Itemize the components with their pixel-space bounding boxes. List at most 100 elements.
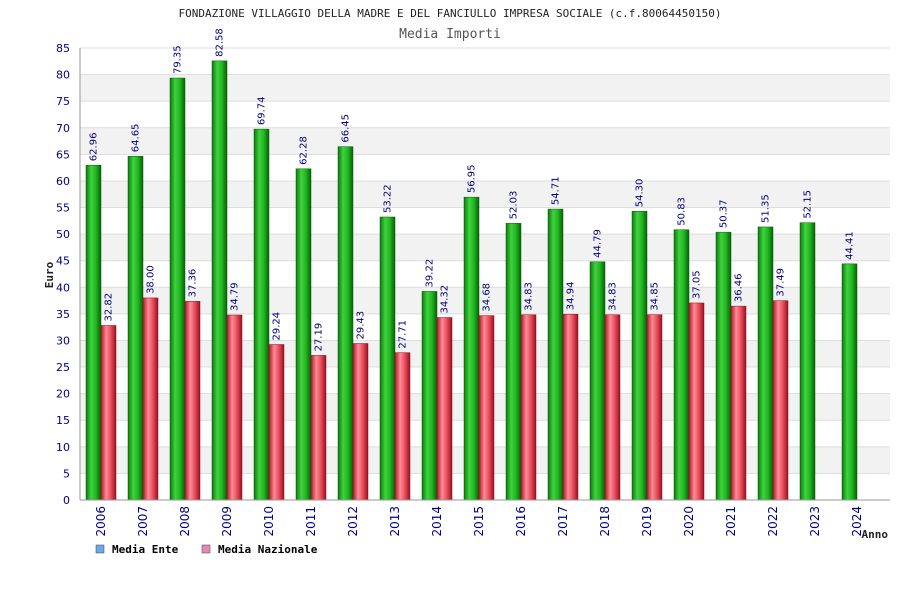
bar-media-ente	[337, 146, 354, 501]
y-axis-label: Euro	[43, 261, 56, 288]
x-tick-label: 2020	[682, 506, 696, 537]
bar-media-ente	[85, 164, 102, 501]
bar-media-ente	[547, 208, 564, 501]
bar-media-nazionale	[520, 314, 537, 501]
y-tick-label: 70	[56, 122, 70, 135]
x-tick-label: 2018	[598, 506, 612, 537]
data-label: 39.22	[425, 259, 436, 288]
bar-media-ente	[421, 291, 438, 501]
data-label: 52.03	[509, 191, 520, 220]
bar-media-nazionale	[562, 313, 579, 501]
bar-media-ente	[841, 263, 858, 501]
x-tick-label: 2023	[808, 506, 822, 537]
y-axis-ticks: 0 5 10 15 20 25 30 35 40 45 50 55 60 65 70 75 80 85	[56, 42, 70, 507]
data-label: 44.79	[593, 229, 604, 258]
y-tick-label: 35	[56, 308, 70, 321]
bar-media-ente	[799, 222, 816, 501]
chart-subtitle: Media Importi	[399, 27, 501, 42]
data-label: 34.32	[440, 285, 451, 314]
data-label: 56.95	[467, 165, 478, 194]
bar-media-ente	[631, 211, 648, 501]
x-tick-label: 2010	[262, 506, 276, 537]
y-tick-label: 65	[56, 148, 70, 161]
legend: Media Ente Media Nazionale	[95, 543, 318, 556]
x-tick-label: 2017	[556, 506, 570, 537]
y-tick-label: 5	[63, 467, 70, 480]
x-tick-label: 2008	[178, 506, 192, 537]
bar-media-ente	[169, 77, 186, 501]
data-label: 62.28	[299, 136, 310, 165]
legend-swatch	[95, 544, 105, 554]
x-tick-label: 2013	[388, 506, 402, 537]
bar-media-nazionale	[226, 314, 243, 501]
data-label: 66.45	[341, 114, 352, 143]
y-tick-label: 55	[56, 202, 70, 215]
y-tick-label: 20	[56, 388, 70, 401]
data-label: 50.83	[677, 197, 688, 226]
data-label: 34.94	[566, 282, 577, 311]
bar-media-nazionale	[772, 300, 789, 501]
bar-media-ente	[757, 226, 774, 501]
data-label: 53.22	[383, 184, 394, 213]
x-tick-label: 2006	[94, 506, 108, 537]
x-tick-label: 2015	[472, 506, 486, 537]
data-label: 27.19	[314, 323, 325, 352]
bar-media-nazionale	[352, 343, 369, 501]
y-tick-label: 50	[56, 228, 70, 241]
data-label: 32.82	[104, 293, 115, 322]
bar-media-ente	[505, 223, 522, 501]
bar-media-ente	[211, 60, 228, 501]
bar-media-nazionale	[688, 302, 705, 501]
bar-media-nazionale	[184, 301, 201, 501]
data-label: 37.36	[188, 269, 199, 298]
bar-media-ente	[589, 261, 606, 501]
grid-band	[80, 74, 890, 102]
data-label: 27.71	[398, 320, 409, 349]
x-tick-label: 2014	[430, 506, 444, 537]
bar-media-ente	[673, 229, 690, 501]
y-tick-label: 45	[56, 255, 70, 268]
bar-media-ente	[127, 155, 144, 501]
x-tick-label: 2024	[850, 506, 864, 537]
bar-media-nazionale	[268, 344, 285, 501]
y-tick-label: 85	[56, 42, 70, 55]
bar-media-nazionale	[310, 355, 327, 501]
data-label: 54.30	[635, 179, 646, 208]
data-label: 52.15	[803, 190, 814, 219]
data-label: 38.00	[146, 265, 157, 294]
data-label: 50.37	[719, 200, 730, 229]
data-label: 37.05	[692, 270, 703, 299]
bar-media-ente	[379, 216, 396, 501]
y-tick-label: 25	[56, 361, 70, 374]
bar-media-ente	[295, 168, 312, 501]
data-label: 62.96	[89, 133, 100, 162]
legend-label: Media Ente	[112, 543, 179, 556]
data-labels: 62.96 32.82 64.65 38.00 79.35 37.36 82.58 34.79…	[89, 28, 856, 351]
data-label: 29.43	[356, 311, 367, 340]
x-tick-label: 2019	[640, 506, 654, 537]
bar-media-nazionale	[436, 317, 453, 501]
data-label: 34.68	[482, 283, 493, 312]
data-label: 44.41	[845, 231, 856, 260]
data-label: 34.79	[230, 282, 241, 311]
legend-swatch	[201, 544, 211, 554]
y-tick-label: 30	[56, 334, 70, 347]
x-axis-label: Anno	[862, 528, 889, 541]
bar-media-nazionale	[604, 314, 621, 501]
y-tick-label: 15	[56, 414, 70, 427]
data-label: 34.83	[608, 282, 619, 311]
y-tick-label: 80	[56, 69, 70, 82]
y-tick-label: 75	[56, 95, 70, 108]
data-label: 54.71	[551, 176, 562, 205]
data-label: 64.65	[131, 124, 142, 153]
bar-media-nazionale	[646, 314, 663, 501]
data-label: 69.74	[257, 97, 268, 126]
bar-media-ente	[463, 196, 480, 501]
data-label: 79.35	[173, 45, 184, 74]
data-label: 37.49	[776, 268, 787, 297]
x-tick-label: 2016	[514, 506, 528, 537]
y-tick-label: 10	[56, 441, 70, 454]
data-label: 51.35	[761, 194, 772, 223]
